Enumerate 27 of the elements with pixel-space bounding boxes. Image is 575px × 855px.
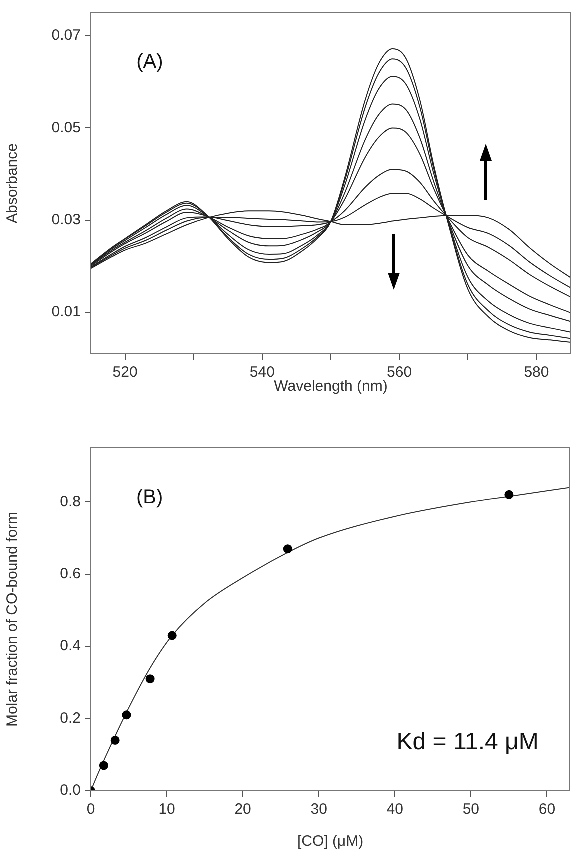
x-tick-label: 40 [386, 801, 404, 818]
y-axis-title: Absorbance [4, 143, 22, 224]
x-tick-label: 10 [158, 801, 176, 818]
x-tick-label: 50 [462, 801, 480, 818]
y-tick-label: 0.6 [60, 566, 81, 583]
y-axis-title: Molar fraction of CO-bound form [4, 512, 22, 728]
annotation: (A) [136, 50, 164, 73]
x-tick-label: 30 [310, 801, 328, 818]
y-tick-label: 0.0 [60, 782, 81, 800]
x-tick-label: 560 [387, 364, 412, 382]
x-tick-label: 520 [112, 364, 138, 382]
x-axis-title: Wavelength (nm) [274, 378, 388, 396]
y-tick-label: 0.05 [52, 119, 81, 136]
y-tick-label: 0.03 [52, 212, 81, 229]
x-axis-title: [CO] (μM) [297, 833, 364, 850]
annotation: Kd = 11.4 μM [396, 728, 539, 756]
x-tick-label: 60 [538, 801, 556, 818]
y-tick-label: 0.01 [52, 304, 81, 321]
x-tick-label: 540 [250, 364, 275, 382]
x-tick-label: 580 [524, 364, 550, 382]
y-tick-label: 0.07 [52, 27, 81, 44]
annotation: (B) [136, 486, 164, 508]
y-tick-label: 0.4 [60, 638, 81, 655]
x-tick-label: 0 [86, 801, 96, 818]
y-tick-label: 0.8 [60, 493, 81, 510]
x-tick-label: 20 [234, 801, 252, 818]
y-tick-label: 0.2 [60, 710, 81, 727]
